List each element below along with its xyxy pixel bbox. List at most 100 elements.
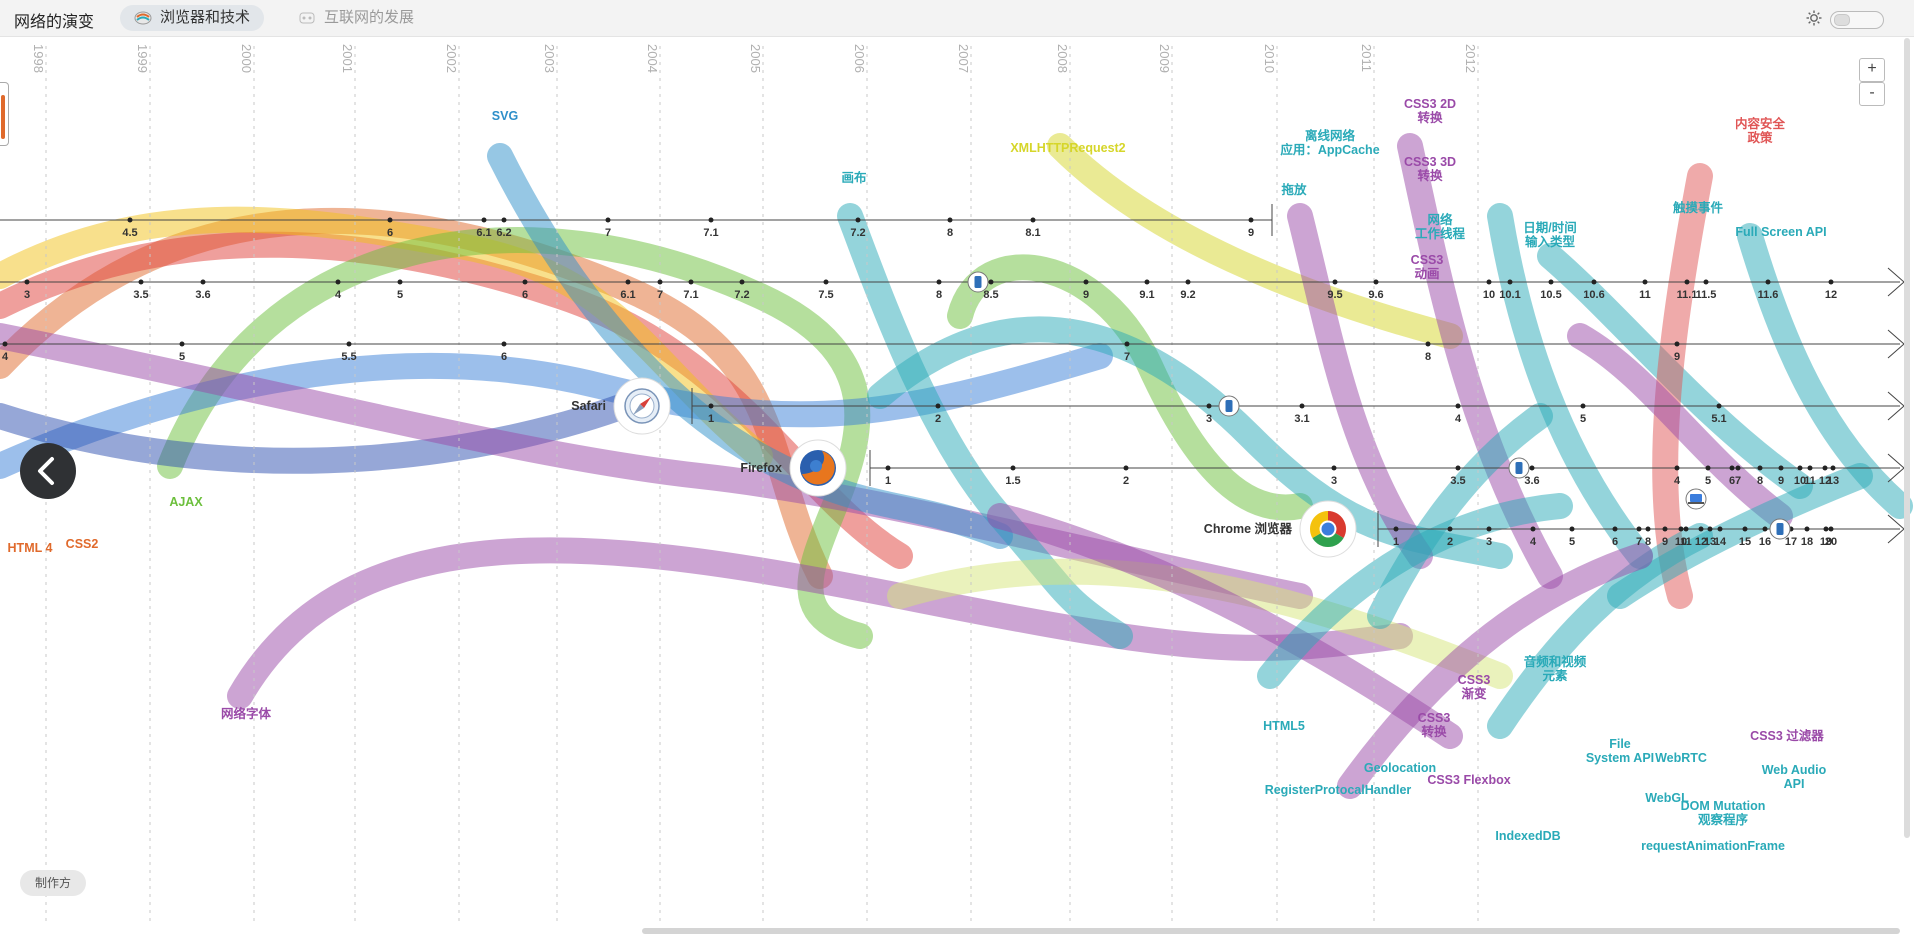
version-dot — [1797, 465, 1803, 471]
technology-label: WebRTC — [1655, 751, 1707, 765]
version-label: 9 — [1778, 475, 1784, 487]
version-label: 6 — [1729, 475, 1735, 487]
version-label: 11 — [1680, 536, 1692, 548]
timeline-slider[interactable] — [0, 82, 9, 146]
year-label: 2011 — [1359, 44, 1374, 72]
version-label: 7.5 — [818, 289, 833, 301]
technology-label: WebGL — [1645, 791, 1689, 805]
back-button[interactable] — [20, 443, 76, 499]
version-dot — [1569, 526, 1575, 532]
version-label: 9 — [1083, 289, 1089, 301]
version-dot — [1707, 526, 1713, 532]
version-dot — [1804, 526, 1810, 532]
year-label: 1999 — [135, 44, 150, 73]
technology-label: requestAnimationFrame — [1641, 839, 1785, 853]
technology-label: IndexedDB — [1495, 829, 1560, 843]
version-dot — [947, 217, 953, 223]
version-dot — [1144, 279, 1150, 285]
version-label: 3 — [1331, 475, 1337, 487]
version-dot — [1530, 526, 1536, 532]
horizontal-scrollbar[interactable] — [642, 928, 1900, 934]
version-label: 5 — [1580, 413, 1586, 425]
year-label: 2002 — [444, 44, 459, 73]
technology-label: Web Audio API — [1762, 763, 1827, 791]
version-label: 8.5 — [983, 289, 998, 301]
zoom-in-button[interactable]: + — [1859, 58, 1885, 82]
version-label: 9 — [1248, 227, 1254, 239]
credits-button[interactable]: 制作方 — [20, 870, 86, 896]
version-dot — [1455, 403, 1461, 409]
technology-label: 内容安全政策 — [1735, 116, 1786, 145]
version-label: 6 — [387, 227, 393, 239]
version-label: 7.1 — [683, 289, 698, 301]
version-label: 6.1 — [620, 289, 635, 301]
tab-internet-development[interactable]: 互联网的发展 — [284, 5, 428, 31]
browser-icons: Safari Firefox Chrome 浏览器 — [571, 271, 1791, 558]
track-safari: 1 2 3 3.1 4 5 5.1 — [691, 388, 1905, 425]
version-label: 10.1 — [1499, 289, 1520, 301]
technology-ribbon — [1487, 523, 1713, 739]
tab-browsers-and-tech[interactable]: 浏览器和技术 — [120, 5, 265, 31]
version-dot — [1645, 526, 1651, 532]
technology-label: HTML5 — [1263, 719, 1305, 733]
track-netscape: 4 5 5.5 6 7 8 9 — [0, 329, 1905, 363]
version-dot — [823, 279, 829, 285]
version-dot — [1393, 526, 1399, 532]
version-dot — [1636, 526, 1642, 532]
version-label: 13 — [1704, 536, 1716, 548]
version-dot — [1662, 526, 1668, 532]
version-dot — [127, 217, 133, 223]
sun-icon — [1806, 10, 1822, 26]
version-label: 3.6 — [1524, 475, 1539, 487]
technology-label: XMLHTTPRequest2 — [1010, 141, 1125, 155]
vertical-scrollbar[interactable] — [1904, 38, 1910, 838]
version-label: 8 — [936, 289, 942, 301]
version-dot — [1447, 526, 1453, 532]
year-label: 2008 — [1055, 44, 1070, 73]
chrome-icon — [1309, 511, 1347, 548]
version-label: 6 — [1612, 536, 1618, 548]
top-bar: 网络的演变 浏览器和技术 互联网的发展 — [0, 0, 1914, 37]
theme-toggle[interactable] — [1830, 11, 1884, 29]
version-dot — [335, 279, 341, 285]
version-dot — [1612, 526, 1618, 532]
version-dot — [1705, 465, 1711, 471]
year-label: 2000 — [239, 44, 254, 73]
zoom-out-button[interactable]: - — [1859, 82, 1885, 106]
version-label: 4 — [1455, 413, 1462, 425]
browser-firefox: Firefox — [740, 439, 847, 497]
version-label: 3 — [24, 289, 30, 301]
version-dot — [1123, 465, 1129, 471]
technology-ribbon — [0, 383, 663, 474]
version-label: 7 — [1124, 351, 1130, 363]
version-dot — [1507, 279, 1513, 285]
technology-label: SVG — [492, 109, 518, 123]
version-dot — [1580, 403, 1586, 409]
version-dot — [739, 279, 745, 285]
technology-ribbon — [487, 143, 1013, 549]
laptop-icon — [1685, 488, 1707, 510]
browser-name: Chrome 浏览器 — [1204, 521, 1293, 536]
technology-ribbon — [1487, 203, 1653, 569]
version-dot — [1299, 403, 1305, 409]
version-label: 10.5 — [1540, 289, 1561, 301]
technology-label: 离线网络应用：AppCache — [1280, 128, 1379, 157]
version-dot — [625, 279, 631, 285]
version-dot — [708, 217, 714, 223]
version-label: 4 — [335, 289, 342, 301]
version-dot — [1828, 526, 1834, 532]
version-dot — [1030, 217, 1036, 223]
version-label: 9.2 — [1180, 289, 1195, 301]
version-dot — [1185, 279, 1191, 285]
version-label: 1 — [885, 475, 891, 487]
version-label: 7 — [605, 227, 611, 239]
mobile-icon — [1769, 518, 1791, 540]
version-label: 8.1 — [1025, 227, 1040, 239]
technology-ribbon — [1287, 203, 1433, 569]
version-label: 12 — [1695, 536, 1707, 548]
version-label: 9 — [1674, 351, 1680, 363]
technology-label: 画布 — [841, 170, 867, 185]
version-dot — [855, 217, 861, 223]
version-dot — [1698, 526, 1704, 532]
version-label: 3 — [1206, 413, 1212, 425]
